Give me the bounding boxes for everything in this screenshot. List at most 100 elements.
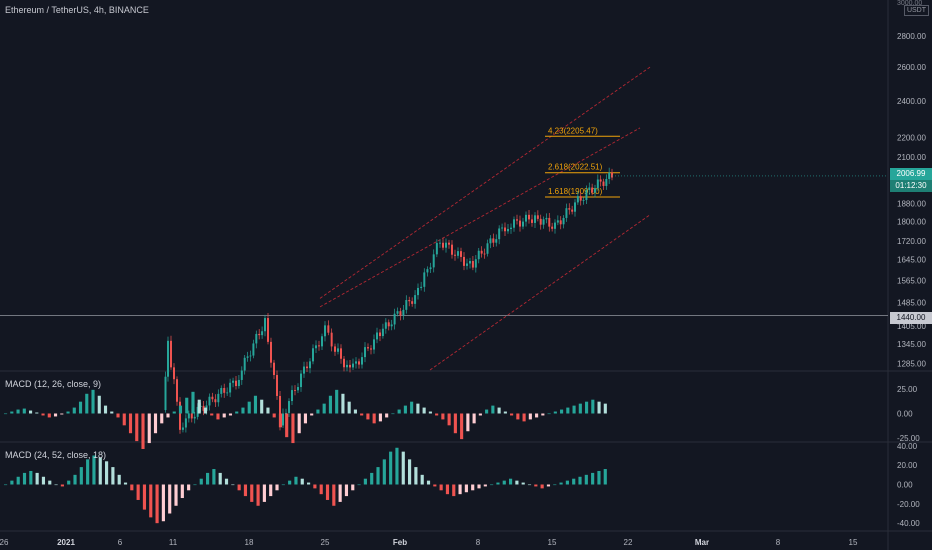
- candle-body: [466, 263, 468, 266]
- macd-slow-bar: [408, 459, 412, 485]
- candle-body: [492, 238, 495, 243]
- candle-body: [364, 347, 366, 358]
- candle-body: [181, 427, 184, 430]
- candle-body: [373, 339, 375, 350]
- candle-body: [370, 348, 372, 350]
- macd-slow-bar: [187, 484, 191, 491]
- fib-level-label: 2.618(2022.51): [548, 163, 603, 172]
- candle-body: [405, 300, 408, 310]
- time-tick-label: 6: [118, 538, 123, 547]
- macd-slow-bar: [426, 480, 431, 485]
- channel-line: [319, 127, 641, 308]
- candle-body: [349, 364, 351, 368]
- macd-fast-bar: [147, 413, 151, 444]
- macd-fast-bar: [385, 413, 389, 418]
- candle-body: [384, 322, 387, 329]
- candle-body: [471, 261, 474, 268]
- macd-fast-bar: [28, 410, 33, 414]
- macd-fast-bar: [185, 397, 189, 414]
- candle-body: [387, 322, 390, 327]
- candle-body: [211, 396, 214, 400]
- macd-fast-bar: [66, 411, 70, 414]
- macd-fast-bar: [466, 413, 470, 432]
- macd-fast-bar: [197, 399, 201, 414]
- symbol-title[interactable]: Ethereum / TetherUS, 4h, BINANCE: [5, 5, 149, 15]
- macd-slow-bar: [439, 484, 443, 491]
- candle-body: [556, 220, 559, 223]
- candle-body: [393, 313, 396, 325]
- candle-body: [226, 392, 229, 394]
- macd-fast-bar: [566, 407, 570, 414]
- candle-body: [504, 227, 506, 232]
- macd-fast-bar: [572, 405, 576, 414]
- candle-body: [402, 309, 405, 316]
- macd-slow-tick-label: -40.00: [897, 519, 920, 528]
- macd-slow-bar: [496, 482, 500, 485]
- candle-body: [217, 393, 220, 403]
- time-tick-label: 26: [0, 538, 9, 547]
- candle-body: [599, 179, 602, 182]
- macd-fast-bar: [178, 405, 183, 414]
- macd-slow-bar: [136, 484, 140, 500]
- candle-body: [240, 370, 243, 380]
- macd-fast-bar: [153, 413, 158, 434]
- macd-slow-bar: [502, 480, 506, 485]
- time-tick-label: 22: [624, 538, 633, 547]
- macd-fast-label[interactable]: MACD (12, 26, close, 9): [5, 379, 102, 389]
- candle-body: [324, 325, 326, 337]
- macd-slow-bar: [155, 484, 159, 524]
- macd-fast-bar: [97, 395, 101, 414]
- candle-body: [414, 295, 417, 304]
- candle-body: [442, 242, 444, 248]
- macd-fast-bar: [141, 413, 145, 449]
- macd-fast-bar: [347, 401, 351, 414]
- price-tick-label: 1405.00: [897, 322, 926, 331]
- macd-fast-bar: [135, 413, 139, 442]
- candle-body: [273, 362, 275, 376]
- candle-body: [483, 253, 486, 255]
- macd-fast-tick-label: 25.00: [897, 385, 918, 394]
- candle-body: [489, 238, 492, 244]
- candle-body: [164, 376, 167, 411]
- macd-slow-bar: [67, 480, 71, 485]
- candle-body: [463, 256, 465, 266]
- candle-body: [187, 413, 190, 419]
- candle-body: [501, 227, 504, 229]
- candle-body: [513, 219, 515, 228]
- candle-body: [381, 328, 384, 337]
- candle-body: [390, 324, 393, 327]
- macd-slow-bar: [376, 467, 380, 485]
- macd-slow-bar: [420, 474, 424, 485]
- macd-slow-bar: [471, 484, 475, 491]
- candle-body: [252, 343, 255, 356]
- candle-body: [337, 348, 339, 352]
- macd-slow-bar: [540, 484, 544, 489]
- macd-fast-bar: [122, 413, 126, 426]
- candle-body: [214, 399, 217, 403]
- macd-fast-bar: [372, 413, 376, 424]
- macd-slow-bar: [370, 472, 374, 485]
- macd-slow-bar: [212, 469, 216, 485]
- macd-fast-bar: [497, 407, 501, 414]
- macd-fast-bar: [422, 407, 426, 414]
- candle-body: [318, 345, 320, 347]
- candle-body: [596, 179, 599, 189]
- macd-slow-bar: [54, 484, 58, 486]
- macd-slow-bar: [332, 484, 336, 506]
- candle-body: [282, 413, 284, 426]
- candle-body: [237, 379, 240, 387]
- macd-slow-bar: [35, 472, 39, 485]
- candle-body: [303, 366, 305, 374]
- macd-fast-bar: [22, 408, 26, 414]
- candle-body: [167, 340, 169, 377]
- macd-slow-bar: [123, 482, 128, 485]
- candle-body: [312, 348, 314, 362]
- macd-fast-bar: [391, 413, 395, 415]
- price-tick-label: 2600.00: [897, 63, 926, 72]
- macd-slow-bar: [294, 476, 298, 485]
- macd-fast-bar: [191, 391, 195, 414]
- macd-fast-bar: [335, 389, 339, 414]
- macd-slow-bar: [445, 484, 450, 495]
- macd-slow-label[interactable]: MACD (24, 52, close, 18): [5, 450, 107, 460]
